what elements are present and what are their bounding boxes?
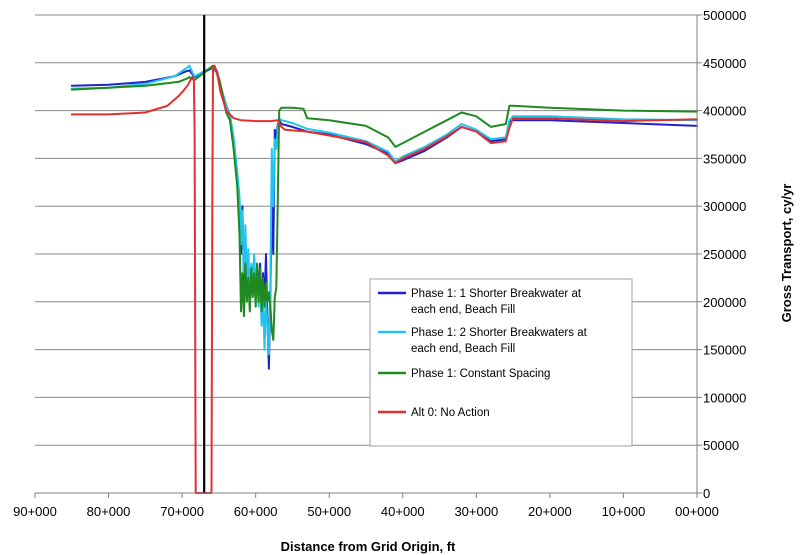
x-tick-label: 80+000 bbox=[87, 504, 131, 519]
series-layer bbox=[70, 64, 698, 494]
y-tick-label: 300000 bbox=[703, 199, 746, 214]
x-tick-label: 70+000 bbox=[160, 504, 204, 519]
y-axis-title: Gross Transport, cy/yr bbox=[779, 184, 794, 323]
legend-label-1: Phase 1: 1 Shorter Breakwater at bbox=[411, 288, 582, 300]
x-tick-label: 90+000 bbox=[13, 504, 57, 519]
x-tick-label: 60+000 bbox=[234, 504, 278, 519]
x-tick-label: 50+000 bbox=[307, 504, 351, 519]
y-tick-label: 0 bbox=[703, 486, 710, 501]
y-tick-label: 250000 bbox=[703, 247, 746, 262]
axes bbox=[34, 14, 702, 498]
x-tick-label: 20+000 bbox=[528, 504, 572, 519]
legend-label-2: each end, Beach Fill bbox=[411, 343, 515, 355]
x-tick-label: 30+000 bbox=[454, 504, 498, 519]
gridlines bbox=[35, 14, 697, 446]
x-tick-labels: 90+000 80+000 70+000 60+000 50+000 40+000 30+0… bbox=[13, 504, 719, 519]
y-tick-label: 400000 bbox=[703, 104, 746, 119]
x-axis-title: Distance from Grid Origin, ft bbox=[281, 539, 456, 554]
legend-label-3: Phase 1: Constant Spacing bbox=[411, 368, 550, 380]
y-tick-label: 350000 bbox=[703, 151, 746, 166]
x-tick-label: 10+000 bbox=[602, 504, 646, 519]
x-tick-label: 40+000 bbox=[381, 504, 425, 519]
y-tick-label: 450000 bbox=[703, 56, 746, 71]
y-tick-label: 100000 bbox=[703, 390, 746, 405]
series-line-4 bbox=[70, 64, 698, 494]
y-tick-label: 500000 bbox=[703, 8, 746, 23]
legend-label-1: each end, Beach Fill bbox=[411, 304, 515, 316]
y-tick-labels: 0 50000 100000 150000 200000 250000 300000 3500… bbox=[703, 8, 746, 501]
series-line-3 bbox=[70, 64, 698, 341]
x-tick-label: 00+000 bbox=[675, 504, 719, 519]
y-tick-label: 50000 bbox=[703, 438, 739, 453]
legend-label-2: Phase 1: 2 Shorter Breakwaters at bbox=[411, 327, 588, 339]
y-tick-label: 200000 bbox=[703, 295, 746, 310]
y-tick-label: 150000 bbox=[703, 343, 746, 358]
legend-box bbox=[369, 278, 633, 447]
legend: Phase 1: 1 Shorter Breakwater at each end… bbox=[369, 278, 633, 447]
legend-label-4: Alt 0: No Action bbox=[411, 407, 490, 419]
